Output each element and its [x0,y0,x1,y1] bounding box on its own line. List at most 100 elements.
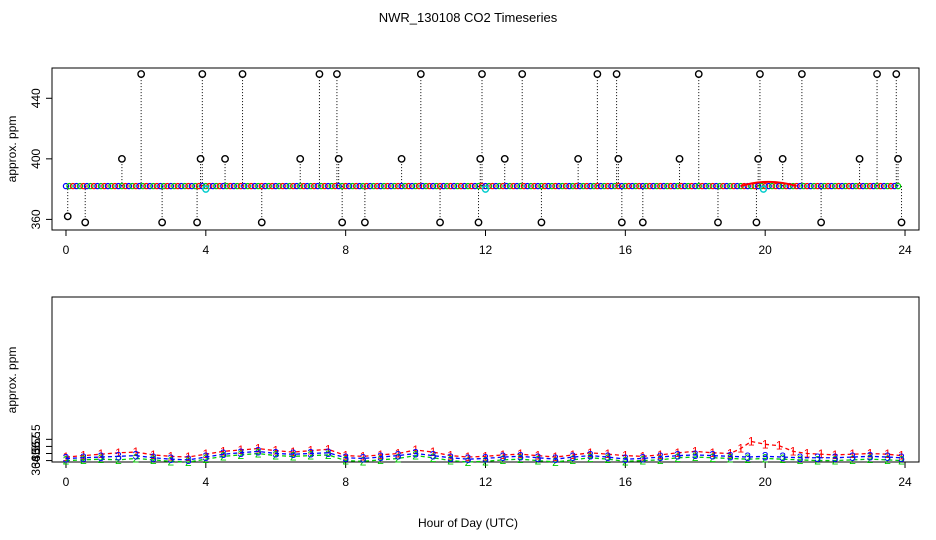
baseline-point [664,182,671,190]
baseline-point [342,182,349,190]
top-x-tick-label: 20 [758,243,772,257]
baseline-point [828,182,835,190]
series-1-point: 1 [748,434,755,448]
baseline-point [262,182,269,190]
baseline-point [877,182,884,190]
baseline-point [471,182,479,190]
outlier-point [193,218,201,227]
series-3-point: 3 [342,451,349,465]
baseline-point [132,182,140,190]
series-3-point: 3 [709,449,716,463]
series-3-point: 3 [898,451,905,465]
bottom-x-tick-label: 4 [202,475,209,489]
series-1-point: 1 [342,449,349,463]
series-2-point: 2 [832,454,839,468]
baseline-point [566,182,573,190]
baseline-point [646,182,654,190]
series-2-point: 2 [587,451,594,465]
series-1-point: 1 [639,449,646,463]
baseline-point [866,182,874,190]
baseline-point [863,182,870,190]
baseline-point [160,182,168,190]
series-1-point: 1 [482,449,489,463]
outlier-point [397,154,406,163]
series-3-point: 3 [430,449,437,463]
outlier-point [118,154,126,163]
series-1-point: 1 [605,447,612,461]
outlier-point [612,70,621,78]
baseline-point [552,182,559,190]
outlier-point [238,70,247,78]
baseline-point [447,182,454,190]
baseline-point [419,182,426,190]
baseline-point [510,182,517,190]
baseline-point [192,182,199,190]
baseline-point [681,182,688,190]
baseline-point [387,182,395,190]
red-bump-line [740,180,797,188]
baseline-point [517,182,524,190]
outlier-point [198,70,207,78]
baseline-point [310,182,318,190]
baseline-point [345,182,353,190]
series-1-point: 1 [395,447,402,461]
baseline-point [178,182,185,190]
baseline-point [290,182,297,190]
outlier-point [158,218,167,227]
baseline-point [629,182,636,190]
baseline-point [667,182,674,190]
series-2-point: 2 [272,449,279,463]
baseline-point [370,182,377,190]
series-1-point: 1 [898,449,905,463]
baseline-point [69,182,77,190]
outlier-point [537,218,546,227]
series-2-point: 2 [898,454,905,468]
series-1-point: 1 [325,442,332,456]
bottom-x-tick-label: 0 [63,475,70,489]
baseline-point [373,182,381,190]
baseline-point [541,182,549,190]
baseline-point [146,182,154,190]
baseline-point [433,182,440,190]
series-3-point: 3 [63,451,70,465]
baseline-point [723,182,730,190]
series-2-line [65,452,902,463]
series-1-point: 1 [832,448,839,462]
outlier-point [855,154,864,163]
outlier-point [752,218,761,227]
series-1-point: 1 [727,447,734,461]
series-2-point: 2 [430,451,437,465]
baseline-point [611,182,619,190]
baseline-point [601,182,608,190]
outlier-point [897,218,906,227]
baseline-point [685,182,692,190]
baseline-point [394,182,402,190]
baseline-point [359,182,367,190]
baseline-point [506,182,514,190]
baseline-point [674,182,681,190]
top-x-tick-label: 8 [342,243,349,257]
baseline-point [415,182,423,190]
baseline-point [887,182,895,190]
baseline-point [768,182,776,190]
outlier-point [675,154,684,163]
series-3-point: 3 [377,450,384,464]
baseline-point [450,182,458,190]
baseline-point [380,182,388,190]
cyan-point [481,185,490,193]
series-2-point: 2 [325,448,332,462]
outlier-point [478,70,486,78]
baseline-point [405,182,412,190]
baseline-point [293,182,300,190]
outlier-point [574,154,583,163]
baseline-point [356,182,363,190]
outlier-point [500,154,509,163]
baseline-point [632,182,640,190]
baseline-point [426,182,433,190]
baseline-point [716,182,723,190]
baseline-point [496,182,503,190]
baseline-point [852,182,860,190]
series-2-point: 2 [744,452,751,466]
outlier-point [315,70,324,78]
baseline-point [255,182,262,190]
